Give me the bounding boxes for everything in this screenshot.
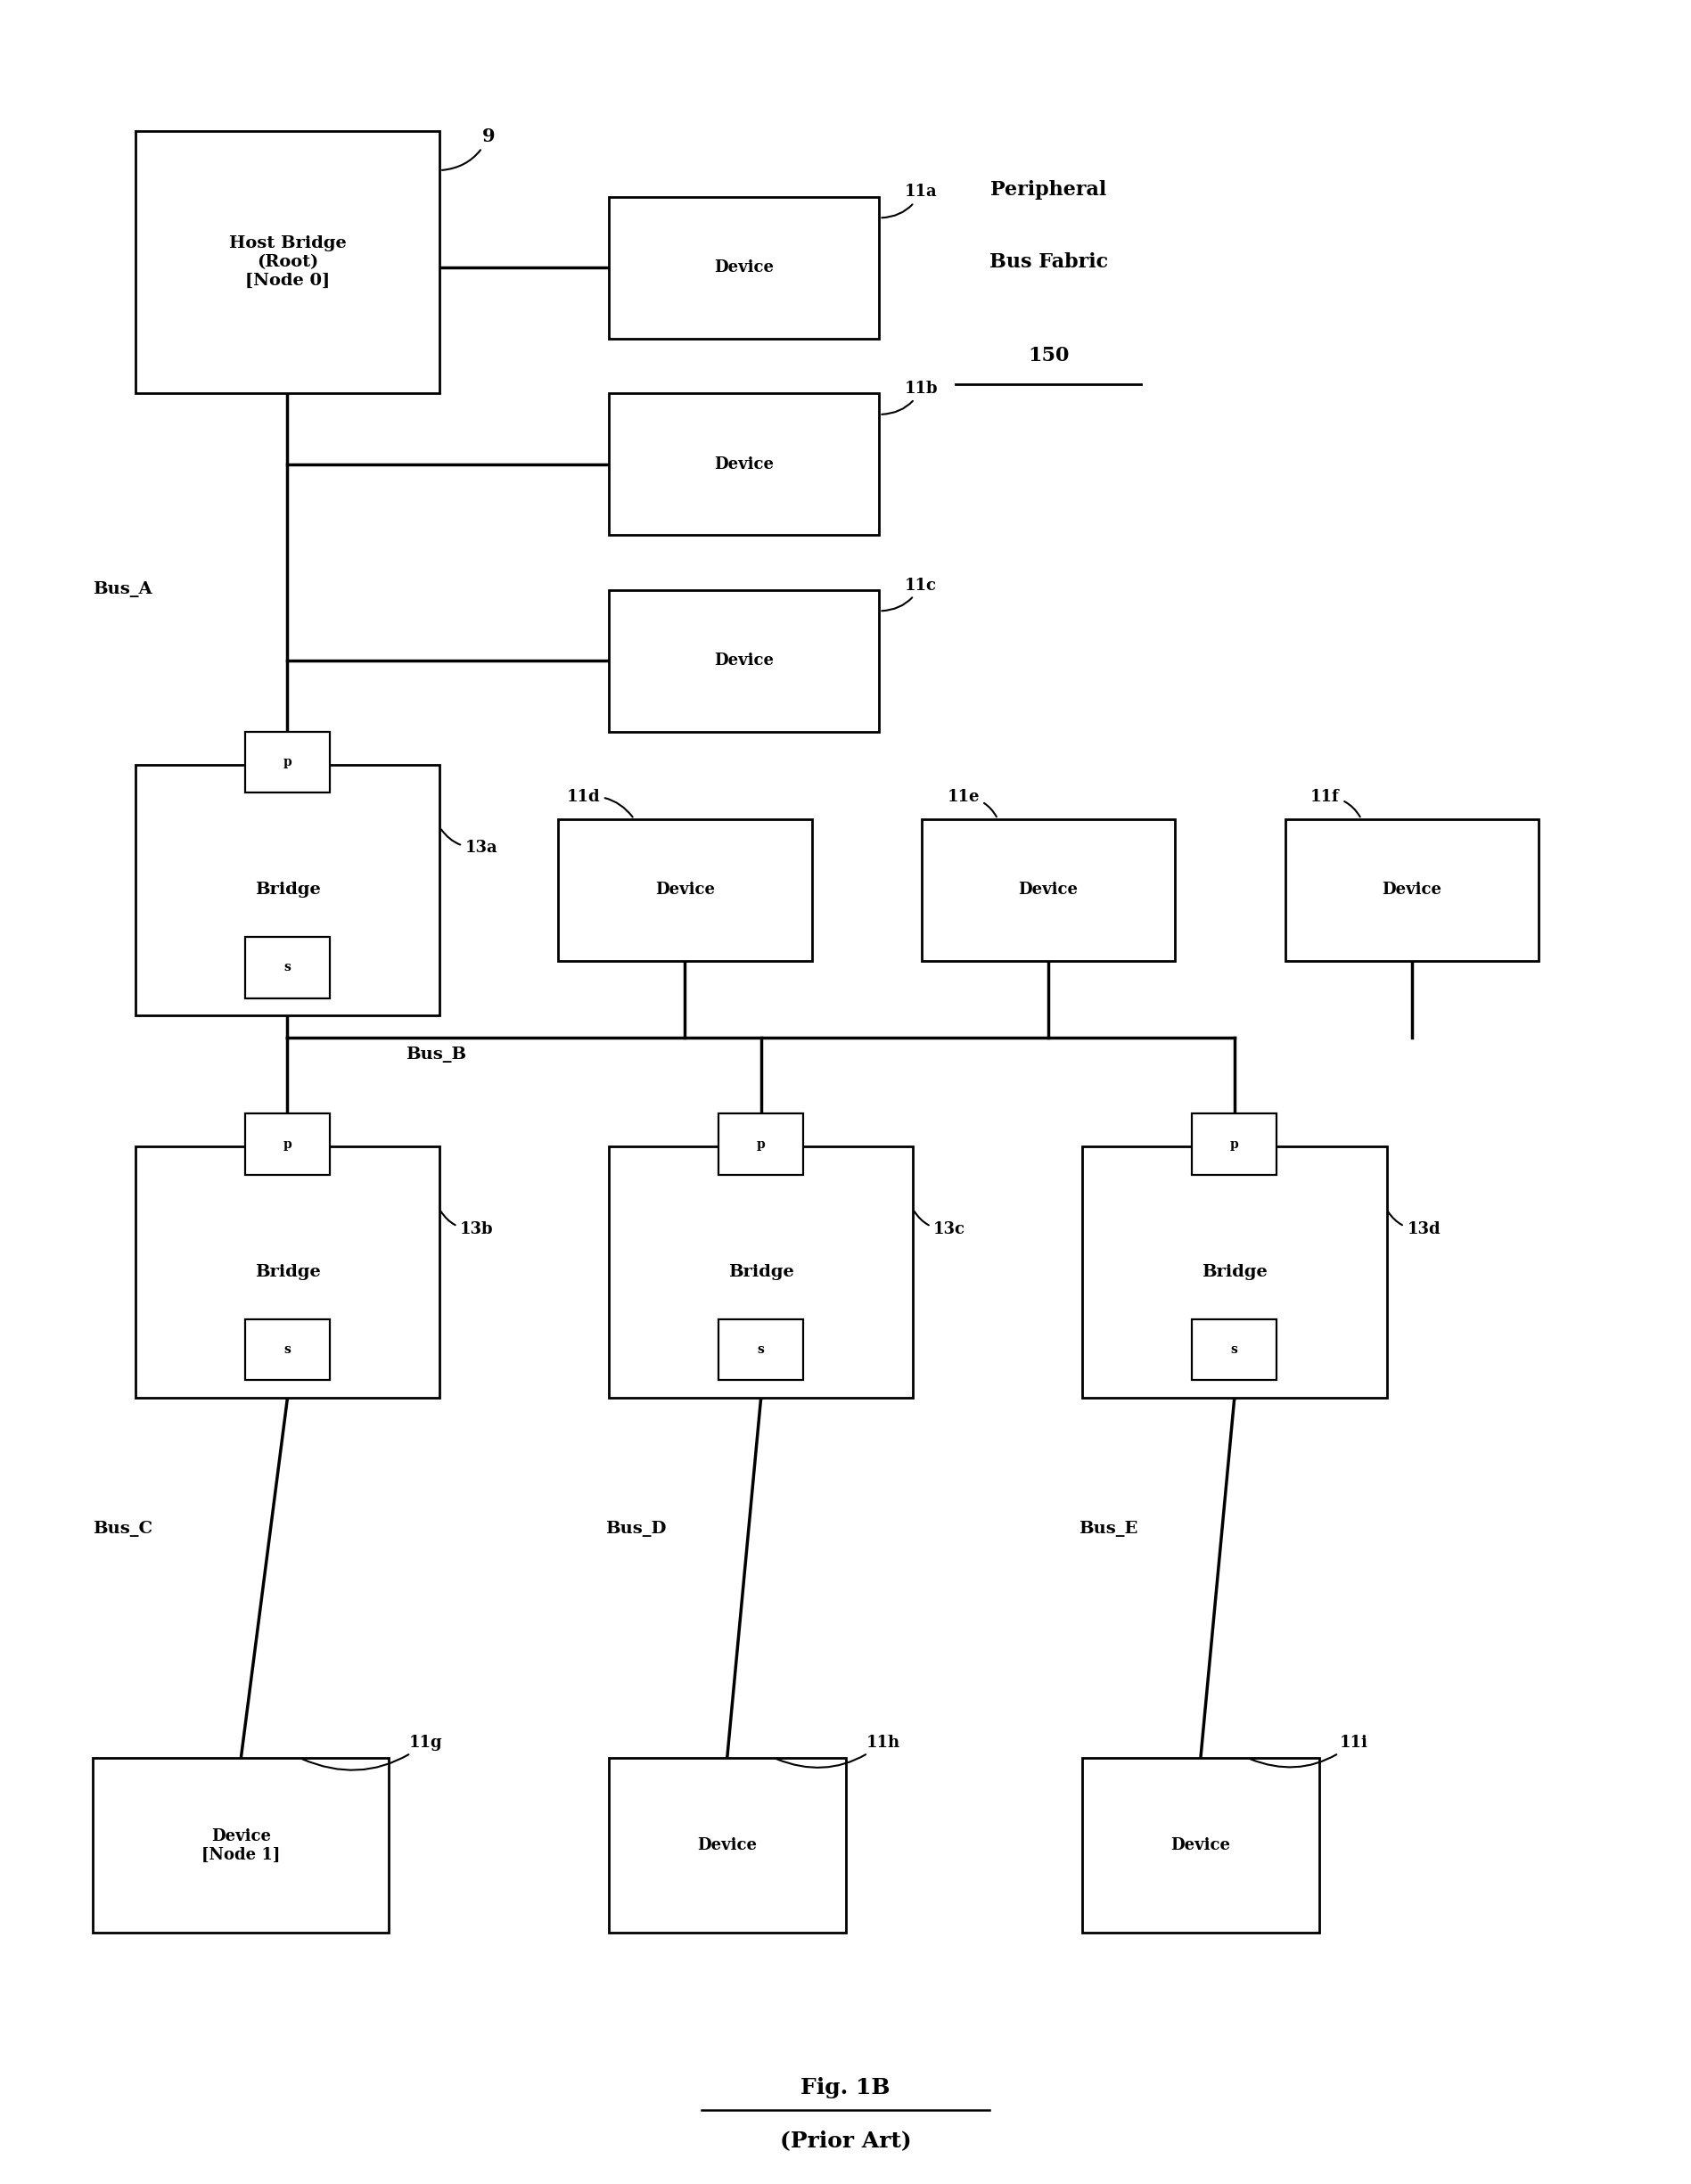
Text: Bridge: Bridge [1202,1265,1267,1280]
Text: 150: 150 [1028,347,1069,365]
Text: 11f: 11f [1311,788,1360,817]
Text: Bus Fabric: Bus Fabric [989,253,1108,271]
Text: s: s [284,961,291,974]
FancyBboxPatch shape [135,1147,440,1398]
Text: 11d: 11d [566,788,632,817]
FancyBboxPatch shape [1082,1758,1319,1933]
Text: Bus_A: Bus_A [93,581,152,598]
FancyBboxPatch shape [245,937,330,998]
Text: Device
[Node 1]: Device [Node 1] [201,1828,281,1863]
Text: 11h: 11h [776,1734,900,1767]
Text: Device: Device [714,653,774,668]
Text: Bus_B: Bus_B [406,1046,467,1064]
Text: s: s [284,1343,291,1356]
Text: p: p [282,1138,293,1151]
FancyBboxPatch shape [135,131,440,393]
Text: Device: Device [1382,882,1442,898]
Text: Host Bridge
(Root)
[Node 0]: Host Bridge (Root) [Node 0] [228,236,347,288]
Text: 11e: 11e [947,788,996,817]
Text: Bridge: Bridge [255,1265,320,1280]
FancyBboxPatch shape [1192,1319,1277,1380]
Text: Device: Device [714,260,774,275]
Text: 13a: 13a [441,830,497,856]
FancyBboxPatch shape [609,1147,913,1398]
FancyBboxPatch shape [1192,1114,1277,1175]
Text: Device: Device [697,1837,758,1854]
FancyBboxPatch shape [135,764,440,1016]
Text: 11g: 11g [303,1734,443,1769]
Text: Device: Device [1018,882,1079,898]
FancyBboxPatch shape [609,590,879,732]
Text: Device: Device [654,882,715,898]
Text: 9: 9 [441,127,495,170]
Text: 13d: 13d [1388,1212,1441,1238]
Text: Device: Device [714,456,774,472]
FancyBboxPatch shape [922,819,1175,961]
Text: Device: Device [1170,1837,1231,1854]
FancyBboxPatch shape [609,393,879,535]
FancyBboxPatch shape [245,1114,330,1175]
Text: Bridge: Bridge [729,1265,793,1280]
Text: Bridge: Bridge [255,882,320,898]
FancyBboxPatch shape [558,819,812,961]
FancyBboxPatch shape [245,732,330,793]
Text: s: s [1231,1343,1238,1356]
FancyBboxPatch shape [1082,1147,1387,1398]
Text: Bus_C: Bus_C [93,1520,152,1538]
FancyBboxPatch shape [609,197,879,339]
FancyBboxPatch shape [93,1758,389,1933]
FancyBboxPatch shape [719,1114,803,1175]
Text: s: s [758,1343,764,1356]
FancyBboxPatch shape [245,1319,330,1380]
Text: Peripheral: Peripheral [991,181,1106,199]
FancyBboxPatch shape [719,1319,803,1380]
Text: Bus_D: Bus_D [605,1520,666,1538]
Text: 11b: 11b [881,380,939,415]
FancyBboxPatch shape [1285,819,1539,961]
Text: (Prior Art): (Prior Art) [780,2129,911,2151]
Text: 11a: 11a [881,183,937,218]
Text: p: p [282,756,293,769]
Text: p: p [756,1138,766,1151]
Text: p: p [1229,1138,1240,1151]
Text: 11i: 11i [1250,1734,1368,1767]
Text: Fig. 1B: Fig. 1B [802,2077,889,2099]
Text: 13b: 13b [441,1212,494,1238]
FancyBboxPatch shape [609,1758,846,1933]
Text: 11c: 11c [881,577,937,612]
Text: 13c: 13c [915,1212,966,1238]
Text: Bus_E: Bus_E [1079,1520,1138,1538]
